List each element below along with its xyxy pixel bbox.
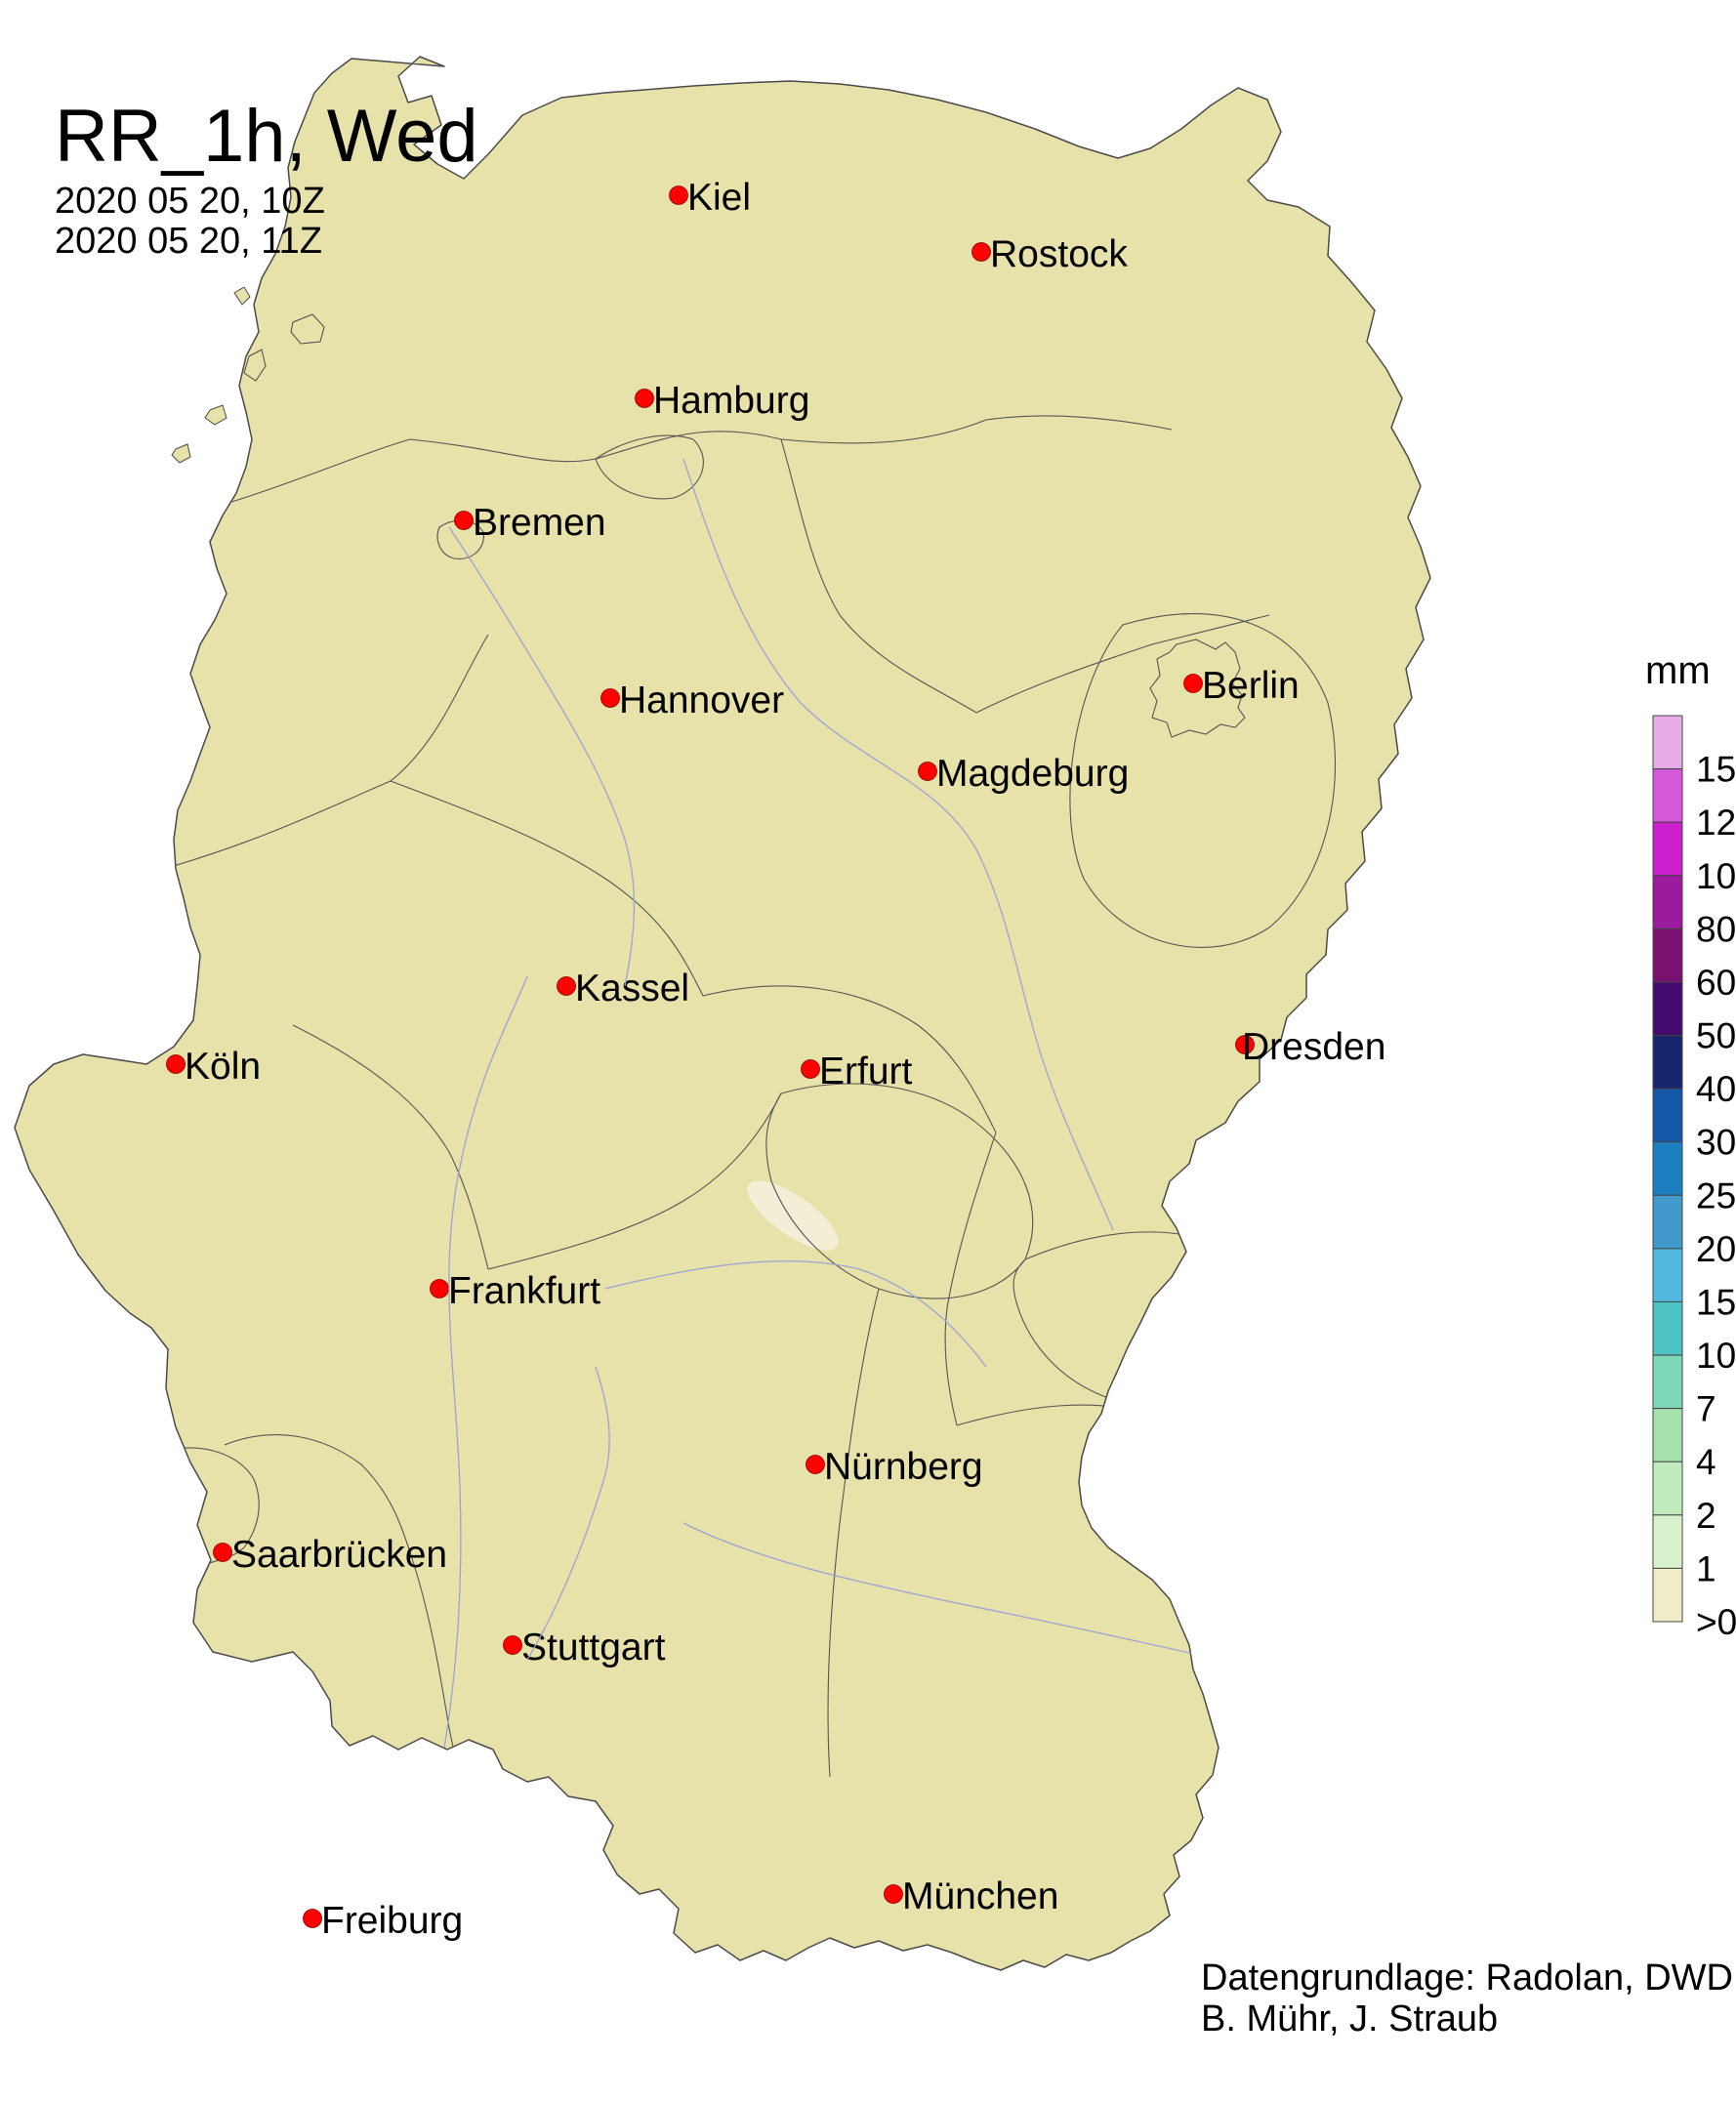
svg-text:Hamburg: Hamburg xyxy=(653,380,809,422)
svg-text:150: 150 xyxy=(1696,750,1736,790)
svg-text:München: München xyxy=(902,1875,1058,1917)
svg-text:Dresden: Dresden xyxy=(1242,1026,1385,1068)
svg-text:Erfurt: Erfurt xyxy=(819,1050,913,1092)
svg-text:>0: >0 xyxy=(1696,1602,1736,1642)
svg-text:30: 30 xyxy=(1696,1123,1736,1163)
svg-text:Magdeburg: Magdeburg xyxy=(936,753,1129,795)
svg-text:80: 80 xyxy=(1696,909,1736,949)
svg-text:Nürnberg: Nürnberg xyxy=(824,1446,983,1488)
svg-text:7: 7 xyxy=(1696,1389,1716,1429)
svg-text:Frankfurt: Frankfurt xyxy=(448,1270,600,1312)
svg-text:60: 60 xyxy=(1696,963,1736,1003)
svg-text:Kassel: Kassel xyxy=(575,968,689,1009)
svg-text:10: 10 xyxy=(1696,1336,1736,1376)
svg-text:Berlin: Berlin xyxy=(1202,665,1300,707)
svg-text:Saarbrücken: Saarbrücken xyxy=(231,1534,447,1576)
svg-text:20: 20 xyxy=(1696,1229,1736,1269)
svg-text:Freiburg: Freiburg xyxy=(321,1900,463,1942)
svg-text:Köln: Köln xyxy=(185,1046,261,1088)
svg-text:B. Mühr, J. Straub: B. Mühr, J. Straub xyxy=(1201,1998,1498,2039)
svg-text:2: 2 xyxy=(1696,1496,1716,1536)
svg-text:RR_1h, Wed: RR_1h, Wed xyxy=(55,95,478,178)
svg-text:Kiel: Kiel xyxy=(687,177,751,219)
svg-text:1: 1 xyxy=(1696,1548,1716,1588)
svg-text:mm: mm xyxy=(1645,649,1711,692)
svg-text:50: 50 xyxy=(1696,1016,1736,1056)
svg-text:100: 100 xyxy=(1696,856,1736,896)
svg-text:Bremen: Bremen xyxy=(473,502,606,544)
svg-text:4: 4 xyxy=(1696,1442,1716,1482)
svg-text:40: 40 xyxy=(1696,1069,1736,1109)
svg-text:15: 15 xyxy=(1696,1282,1736,1322)
svg-text:125: 125 xyxy=(1696,803,1736,843)
svg-text:Datengrundlage: Radolan, DWD: Datengrundlage: Radolan, DWD xyxy=(1201,1957,1733,1998)
svg-text:2020 05 20, 11Z: 2020 05 20, 11Z xyxy=(55,221,322,262)
svg-text:2020 05 20, 10Z: 2020 05 20, 10Z xyxy=(55,181,325,222)
svg-text:Hannover: Hannover xyxy=(619,680,784,721)
svg-text:Rostock: Rostock xyxy=(990,233,1128,275)
svg-text:25: 25 xyxy=(1696,1175,1736,1215)
